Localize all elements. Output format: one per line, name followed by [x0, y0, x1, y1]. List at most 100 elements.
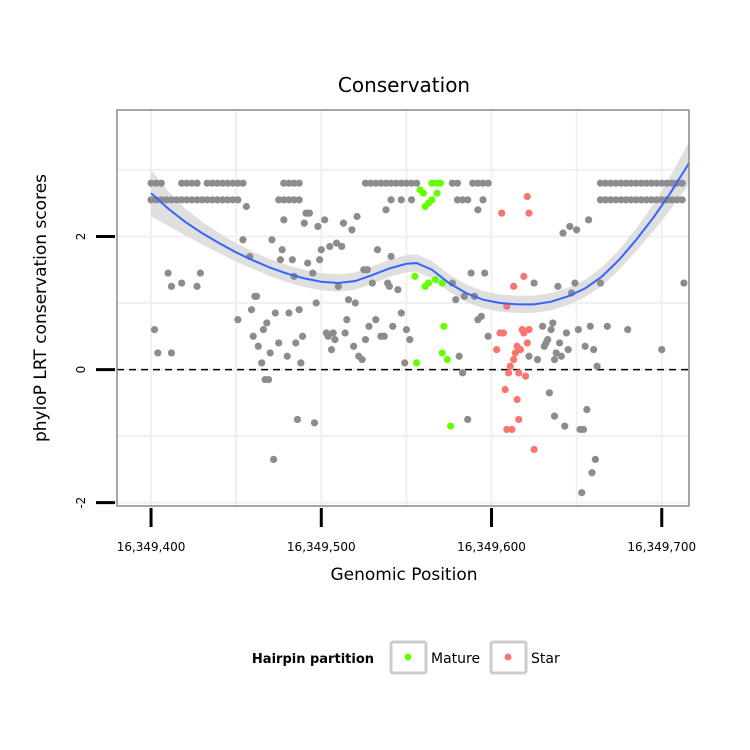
data-point-mature — [413, 359, 421, 367]
data-point-star — [498, 209, 506, 217]
data-point-other — [413, 179, 421, 187]
data-point-other — [312, 299, 320, 307]
series-mature — [411, 179, 455, 430]
data-point-other — [622, 196, 630, 204]
data-point-other — [678, 179, 686, 187]
data-point-star — [506, 362, 514, 370]
data-point-other — [266, 349, 274, 357]
data-point-other — [280, 196, 288, 204]
data-point-other — [229, 196, 237, 204]
data-point-other — [329, 329, 337, 337]
data-point-other — [554, 282, 562, 290]
data-point-other — [402, 179, 411, 187]
data-point-star — [510, 282, 518, 290]
data-point-other — [290, 179, 298, 187]
data-point-mature — [440, 322, 448, 330]
data-point-other — [283, 352, 291, 360]
data-point-other — [339, 219, 348, 227]
data-point-other — [579, 425, 588, 434]
data-point-other — [324, 332, 332, 340]
data-point-other — [452, 296, 460, 304]
data-point-other — [254, 342, 262, 350]
data-point-other — [358, 355, 366, 364]
data-point-other — [617, 179, 625, 187]
data-point-other — [147, 196, 155, 204]
data-point-other — [469, 179, 477, 187]
data-point-other — [479, 179, 487, 187]
data-point-other — [298, 332, 307, 340]
data-point-other — [549, 319, 557, 327]
data-point-other — [573, 226, 581, 234]
data-point-other — [372, 316, 380, 324]
data-point-other — [474, 206, 482, 214]
data-point-other — [578, 489, 586, 497]
data-point-other — [208, 196, 216, 204]
data-point-other — [464, 196, 472, 204]
data-point-other — [658, 345, 666, 354]
data-point-other — [632, 196, 640, 204]
data-point-other — [668, 179, 676, 187]
data-point-other — [566, 222, 574, 231]
legend-label-star: Star — [531, 651, 560, 667]
data-point-star — [510, 355, 518, 364]
data-point-other — [327, 345, 336, 354]
data-point-other — [387, 179, 395, 187]
data-point-other — [234, 179, 242, 187]
data-point-other — [574, 326, 582, 334]
data-point-mature — [447, 422, 455, 430]
data-point-other — [392, 179, 400, 187]
legend: Hairpin partition Mature Star — [252, 640, 560, 675]
data-point-mature — [431, 276, 439, 284]
data-point-other — [178, 179, 186, 187]
data-point-star — [523, 192, 531, 201]
ribbon-band — [151, 141, 690, 313]
data-point-other — [368, 279, 376, 287]
data-point-other — [229, 179, 237, 187]
data-point-other — [394, 286, 402, 294]
data-point-other — [310, 419, 319, 427]
data-point-other — [295, 179, 303, 187]
data-point-other — [331, 336, 339, 344]
data-point-other — [152, 179, 160, 187]
data-point-mature — [419, 189, 428, 197]
data-point-other — [596, 196, 605, 204]
data-point-other — [239, 179, 247, 187]
data-point-other — [387, 196, 395, 204]
data-point-other — [271, 309, 279, 317]
data-point-mature — [424, 279, 433, 287]
data-point-other — [556, 339, 564, 347]
data-point-other — [213, 179, 222, 187]
data-point-other — [234, 316, 242, 324]
data-point-other — [581, 342, 589, 350]
data-point-star — [515, 415, 523, 424]
data-point-other — [455, 352, 463, 360]
legend-dot-star — [504, 653, 512, 661]
data-point-star — [501, 385, 509, 394]
data-point-other — [293, 415, 302, 424]
data-point-other — [474, 179, 482, 187]
data-point-other — [344, 296, 353, 304]
legend-label-mature: Mature — [431, 651, 480, 667]
data-point-other — [295, 306, 303, 314]
data-point-other — [632, 179, 640, 187]
data-point-other — [361, 336, 370, 344]
data-point-other — [300, 219, 308, 227]
data-point-other — [224, 179, 232, 187]
data-point-other — [183, 179, 191, 187]
y-axis-label: phyloP LRT conservation scores — [31, 174, 51, 442]
data-point-other — [363, 266, 371, 274]
data-point-other — [647, 179, 656, 187]
data-point-other — [193, 179, 201, 187]
data-point-other — [147, 179, 155, 187]
data-point-other — [365, 322, 373, 330]
data-point-other — [304, 259, 312, 267]
data-point-other — [234, 196, 242, 204]
data-point-other — [533, 355, 542, 364]
data-point-other — [218, 196, 227, 204]
data-point-other — [637, 196, 645, 204]
data-point-other — [584, 216, 593, 224]
data-point-other — [275, 339, 283, 347]
data-point-other — [242, 202, 250, 211]
data-point-other — [193, 282, 201, 290]
